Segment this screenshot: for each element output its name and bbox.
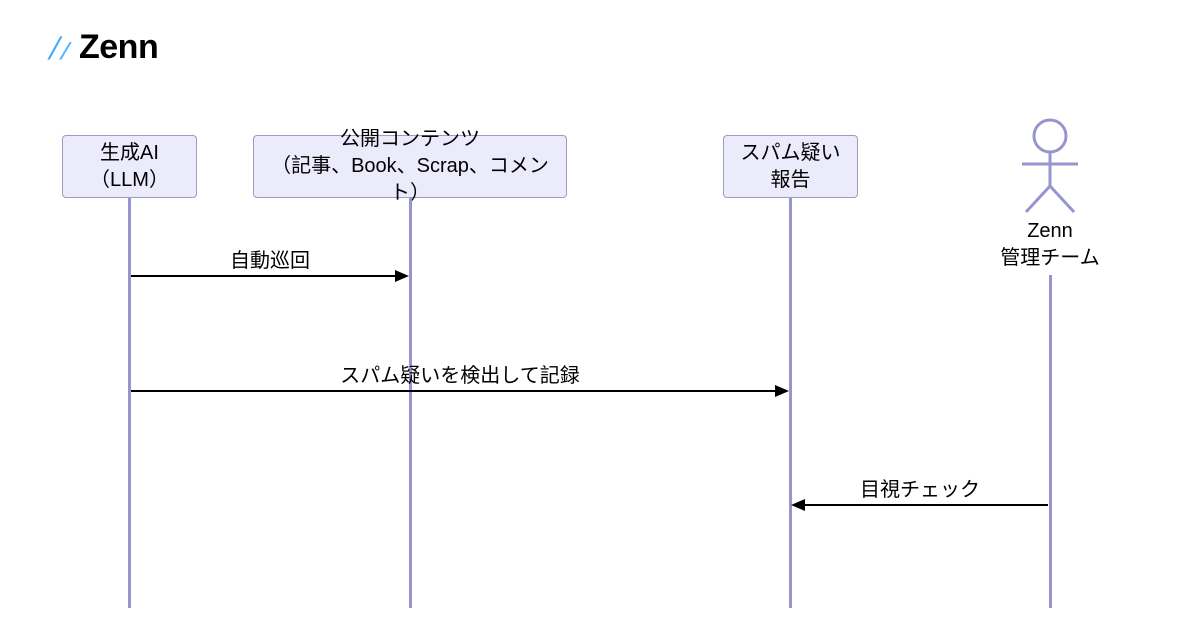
participant-llm-line1: 生成AI bbox=[75, 140, 184, 167]
participant-report-line1: スパム疑い bbox=[736, 140, 845, 167]
participant-report: スパム疑い 報告 bbox=[723, 135, 858, 198]
participant-report-line2: 報告 bbox=[736, 167, 845, 194]
message-autopatrol-label: 自動巡回 bbox=[220, 244, 320, 273]
message-autopatrol-arrow bbox=[131, 275, 395, 277]
message-visual-label: 目視チェック bbox=[857, 473, 983, 502]
participant-llm: 生成AI （LLM） bbox=[62, 135, 197, 198]
actor-admin-line1: Zenn bbox=[990, 218, 1110, 245]
message-detect-arrowhead-icon bbox=[775, 385, 789, 397]
zenn-logo: Zenn bbox=[45, 28, 158, 67]
message-autopatrol-arrowhead-icon bbox=[395, 270, 409, 282]
lifeline-llm bbox=[128, 198, 131, 608]
actor-admin bbox=[1012, 118, 1088, 219]
participant-content: 公開コンテンツ （記事、Book、Scrap、コメント） bbox=[253, 135, 567, 198]
message-detect-arrow bbox=[131, 390, 775, 392]
message-detect-label: スパム疑いを検出して記録 bbox=[340, 359, 580, 388]
zenn-logo-text: Zenn bbox=[79, 28, 158, 67]
message-visual-arrowhead-icon bbox=[791, 499, 805, 511]
lifeline-report bbox=[789, 198, 792, 608]
zenn-logo-icon bbox=[45, 34, 73, 62]
lifeline-admin bbox=[1049, 275, 1052, 608]
participant-content-line1: 公開コンテンツ bbox=[266, 126, 554, 153]
message-visual-arrow bbox=[805, 504, 1048, 506]
actor-admin-line2: 管理チーム bbox=[990, 245, 1110, 272]
participant-llm-line2: （LLM） bbox=[75, 167, 184, 194]
lifeline-content bbox=[409, 198, 412, 608]
actor-admin-label: Zenn 管理チーム bbox=[990, 218, 1110, 272]
actor-admin-figure-icon bbox=[1012, 118, 1088, 214]
